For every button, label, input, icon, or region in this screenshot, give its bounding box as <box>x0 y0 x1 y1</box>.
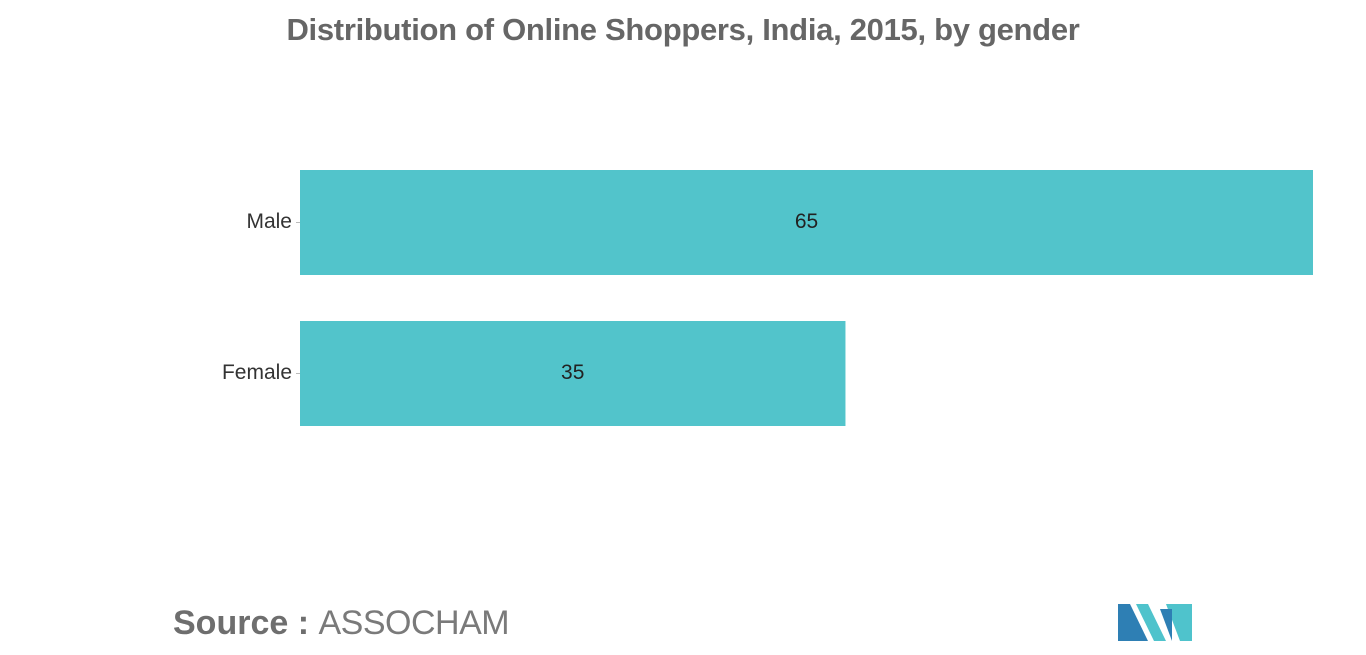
brand-logo-icon <box>1118 604 1192 641</box>
data-label-female: 35 <box>561 361 584 384</box>
chart-title: Distribution of Online Shoppers, India, … <box>286 12 1080 47</box>
bar-female <box>300 321 846 426</box>
y-tick-label-female: Female <box>222 361 292 384</box>
chart-plot: Male 65 Female 35 <box>222 170 1313 426</box>
bar-male <box>300 170 1313 275</box>
source-label: Source : <box>173 604 310 642</box>
data-label-male: 65 <box>795 210 818 233</box>
source-line: Source : ASSOCHAM <box>173 604 510 643</box>
source-value: ASSOCHAM <box>318 604 510 642</box>
y-tick-label-male: Male <box>246 210 292 233</box>
